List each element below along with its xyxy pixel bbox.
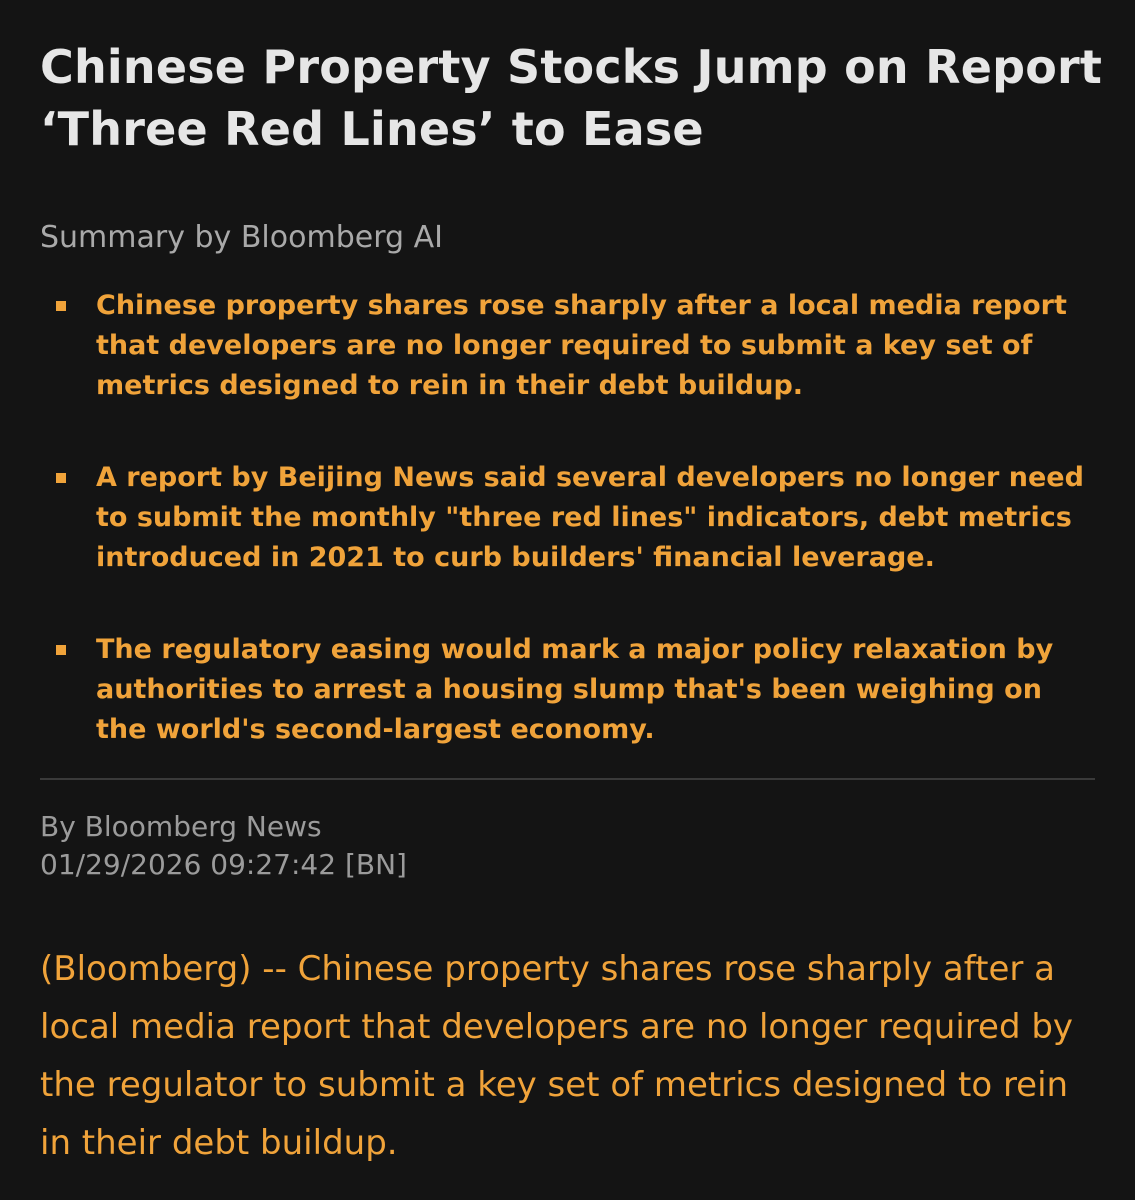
summary-item: The regulatory easing would mark a major…: [40, 630, 1100, 750]
summary-item-text: Chinese property shares rose sharply aft…: [96, 290, 1067, 401]
square-bullet-icon: [56, 473, 66, 483]
byline: By Bloomberg News: [40, 810, 322, 843]
article-body: (Bloomberg) -- Chinese property shares r…: [40, 949, 1074, 1163]
summary-list: Chinese property shares rose sharply aft…: [40, 286, 1100, 750]
dateline: 01/29/2026 09:27:42 [BN]: [40, 848, 407, 881]
summary-label: Summary by Bloomberg AI: [40, 220, 443, 255]
square-bullet-icon: [56, 645, 66, 655]
summary-item-text: The regulatory easing would mark a major…: [96, 634, 1054, 745]
summary-item: A report by Beijing News said several de…: [40, 458, 1100, 578]
summary-item: Chinese property shares rose sharply aft…: [40, 286, 1100, 406]
section-divider: [40, 778, 1095, 780]
summary-item-text: A report by Beijing News said several de…: [96, 462, 1084, 573]
article-headline: Chinese Property Stocks Jump on Report ‘…: [40, 40, 1103, 156]
square-bullet-icon: [56, 301, 66, 311]
